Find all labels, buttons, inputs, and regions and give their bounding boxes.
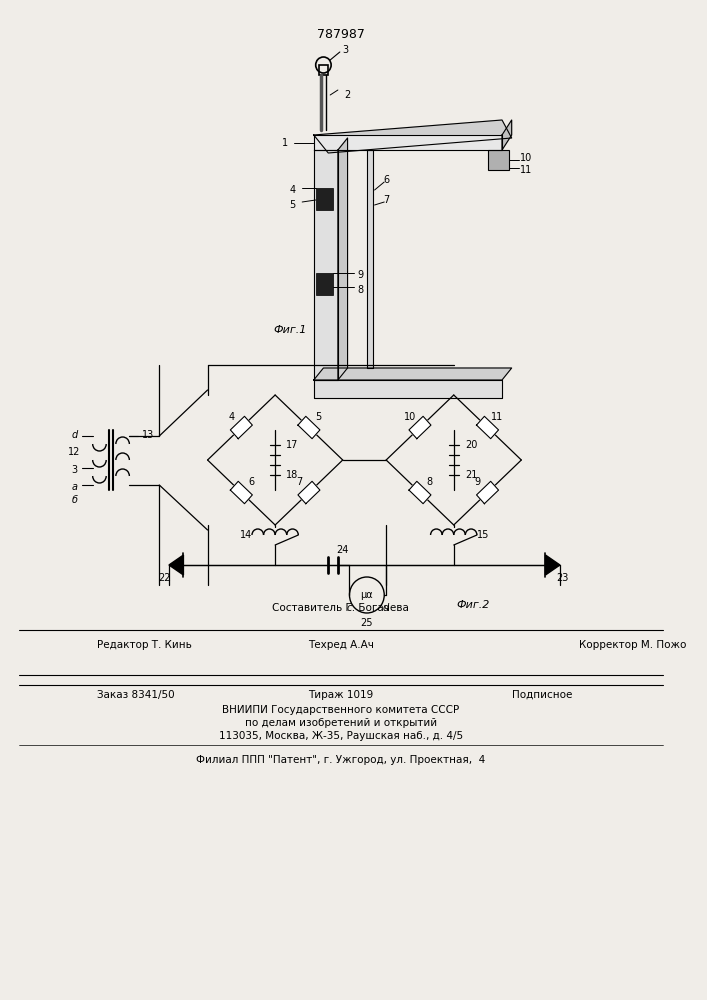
Text: 1: 1	[281, 138, 288, 148]
Bar	[316, 188, 333, 210]
Polygon shape	[314, 120, 512, 153]
Text: d: d	[383, 603, 390, 613]
Text: d: d	[71, 430, 78, 440]
Bar	[488, 150, 509, 170]
Polygon shape	[502, 120, 512, 150]
Text: 4: 4	[289, 185, 296, 195]
Text: Филиал ППП "Патент", г. Ужгород, ул. Проектная,  4: Филиал ППП "Патент", г. Ужгород, ул. Про…	[196, 755, 486, 765]
Bar	[319, 65, 328, 75]
Text: 11: 11	[520, 165, 532, 175]
Text: μα: μα	[361, 590, 373, 600]
Text: 21: 21	[465, 470, 477, 480]
Text: Фиг.2: Фиг.2	[456, 600, 490, 610]
Polygon shape	[230, 416, 252, 439]
Polygon shape	[314, 135, 502, 150]
Text: 14: 14	[240, 530, 252, 540]
Text: Фиг.1: Фиг.1	[273, 325, 306, 335]
Polygon shape	[314, 368, 512, 380]
Text: 10: 10	[404, 412, 416, 422]
Text: 20: 20	[465, 440, 477, 450]
Polygon shape	[409, 481, 431, 504]
Text: c: c	[347, 603, 352, 613]
Text: 5: 5	[289, 200, 296, 210]
Text: Тираж 1019: Тираж 1019	[308, 690, 373, 700]
Text: 7: 7	[383, 195, 390, 205]
Text: 25: 25	[361, 618, 373, 628]
Text: a: a	[71, 482, 77, 492]
Text: 4: 4	[228, 412, 235, 422]
Text: 12: 12	[68, 447, 81, 457]
Text: 17: 17	[286, 440, 299, 450]
Polygon shape	[338, 138, 348, 380]
Text: 3: 3	[71, 465, 77, 475]
Text: б: б	[71, 495, 77, 505]
Text: Составитель Г. Богачева: Составитель Г. Богачева	[272, 603, 409, 613]
Text: 6: 6	[248, 477, 255, 487]
Text: 7: 7	[296, 477, 302, 487]
Text: 22: 22	[158, 573, 170, 583]
Text: ВНИИПИ Государственного комитета СССР: ВНИИПИ Государственного комитета СССР	[222, 705, 460, 715]
Text: 11: 11	[491, 412, 503, 422]
Polygon shape	[298, 481, 320, 504]
Text: 15: 15	[477, 530, 489, 540]
Text: 9: 9	[357, 270, 363, 280]
Text: Подписное: Подписное	[512, 690, 572, 700]
Text: Заказ 8341/50: Заказ 8341/50	[97, 690, 174, 700]
Text: Редактор Т. Кинь: Редактор Т. Кинь	[97, 640, 192, 650]
Text: 13: 13	[141, 430, 154, 440]
Text: 9: 9	[474, 477, 481, 487]
Text: 3: 3	[343, 45, 349, 55]
Polygon shape	[230, 481, 252, 504]
Polygon shape	[546, 555, 560, 575]
Text: 6: 6	[383, 175, 390, 185]
Text: 787987: 787987	[317, 28, 365, 41]
Text: по делам изобретений и открытий: по делам изобретений и открытий	[245, 718, 437, 728]
Text: 10: 10	[520, 153, 532, 163]
Text: 18: 18	[286, 470, 298, 480]
Text: 24: 24	[337, 545, 349, 555]
Text: 113035, Москва, Ж-35, Раушская наб., д. 4/5: 113035, Москва, Ж-35, Раушская наб., д. …	[218, 731, 463, 741]
Bar	[367, 150, 373, 368]
Polygon shape	[409, 416, 431, 439]
Polygon shape	[169, 555, 183, 575]
Polygon shape	[477, 416, 498, 439]
Text: Корректор М. Пожо: Корректор М. Пожо	[579, 640, 686, 650]
Text: Техред А.Ач: Техред А.Ач	[308, 640, 374, 650]
Polygon shape	[298, 416, 320, 439]
Bar	[316, 273, 333, 295]
Polygon shape	[314, 150, 338, 380]
Text: 5: 5	[315, 412, 322, 422]
Text: 8: 8	[427, 477, 433, 487]
Polygon shape	[477, 481, 498, 504]
Text: 2: 2	[344, 90, 351, 100]
Text: 23: 23	[556, 573, 569, 583]
Text: 8: 8	[357, 285, 363, 295]
Polygon shape	[314, 380, 502, 398]
